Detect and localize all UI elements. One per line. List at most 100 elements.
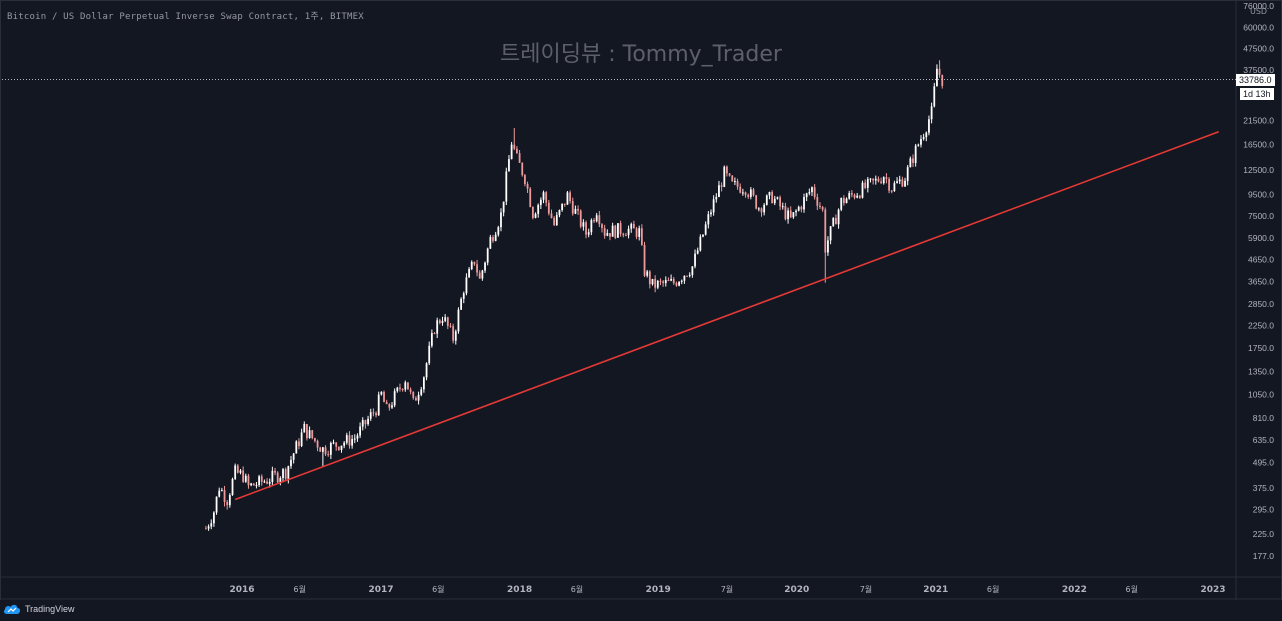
candle-body (539, 199, 542, 205)
candle-body (577, 208, 579, 211)
x-tick-label: 2018 (507, 585, 532, 595)
candle-body (861, 182, 864, 198)
candle-body (407, 382, 409, 390)
candle-body (837, 209, 840, 225)
y-tick-label: 1750.0 (1248, 343, 1274, 353)
candle-body (282, 469, 284, 478)
candle-body (941, 74, 944, 86)
candle-body (569, 192, 571, 202)
candle-body (388, 404, 391, 408)
candle-body (359, 426, 361, 436)
candle-body (850, 193, 853, 195)
tradingview-brand: TradingView (25, 604, 75, 614)
candle-body (606, 233, 609, 236)
candle-body (335, 442, 338, 447)
candle-body (555, 215, 558, 226)
candle-body (614, 225, 617, 238)
candle-body (744, 192, 747, 195)
candle-body (298, 441, 300, 447)
candle-body (715, 197, 718, 200)
candle-body (545, 192, 548, 203)
candle-body (797, 206, 800, 211)
candle-body (813, 187, 816, 198)
candle-body (260, 476, 263, 482)
candle-body (648, 271, 651, 285)
candle-body (550, 213, 553, 218)
candle-body (396, 387, 399, 392)
x-tick-label: 7월 (721, 584, 733, 594)
y-tick-label: 4650.0 (1248, 254, 1274, 264)
candle-body (768, 192, 771, 196)
candle-body (904, 180, 906, 187)
candle-body (848, 193, 851, 199)
candle-body (284, 469, 287, 479)
candle-body (489, 237, 492, 249)
candle-body (749, 189, 752, 197)
currency-unit-label[interactable]: USD (1250, 7, 1268, 16)
candle-body (585, 222, 587, 235)
current-price-tag: 33786.0 (1236, 73, 1275, 86)
tradingview-logo[interactable]: TradingView (3, 603, 75, 615)
candle-body (250, 483, 253, 486)
candle-body (906, 167, 909, 181)
candle-body (508, 159, 510, 172)
candle-body (258, 476, 260, 486)
candle-body (882, 177, 885, 184)
watermark: 트레이딩뷰 : Tommy_Trader (500, 42, 782, 67)
candle-body (824, 209, 827, 253)
candle-body (364, 420, 367, 425)
candle-body (210, 523, 213, 527)
candle-body (205, 528, 207, 530)
candle-body (321, 447, 324, 452)
y-tick-label: 2850.0 (1248, 299, 1274, 309)
candle-body (694, 253, 696, 267)
candle-body (654, 278, 657, 288)
candle-body (938, 68, 941, 75)
candle-body (547, 202, 550, 214)
candle-body (247, 475, 250, 486)
candle-body (659, 280, 662, 282)
candle-body (385, 402, 388, 405)
candle-body (590, 219, 593, 233)
candle-body (869, 178, 872, 180)
x-tick-label: 2020 (784, 585, 809, 595)
candle-body (314, 438, 316, 441)
candle-body (922, 137, 925, 140)
candle-body (792, 212, 795, 218)
candle-body (457, 309, 460, 332)
candle-body (290, 459, 292, 467)
candle-body (215, 496, 218, 513)
candle-body (609, 233, 611, 237)
candle-body (428, 345, 431, 364)
candle-body (736, 181, 739, 187)
candle-body (369, 412, 372, 419)
candle-body (444, 317, 447, 321)
y-tick-label: 47500.0 (1243, 44, 1274, 54)
candle-body (340, 445, 343, 451)
candle-body (877, 178, 880, 182)
candle-body (635, 228, 638, 237)
candle-body (409, 389, 412, 392)
candle-body (276, 472, 279, 483)
candle-body (622, 233, 625, 236)
candle-body (611, 225, 614, 237)
candle-body (436, 320, 439, 334)
candle-body (627, 228, 630, 236)
y-tick-label: 60000.0 (1243, 22, 1274, 32)
x-tick-label: 6월 (987, 584, 999, 594)
candle-body (266, 481, 268, 484)
x-tick-label: 2019 (646, 585, 671, 595)
candle-body (933, 86, 936, 107)
candle-body (430, 333, 433, 346)
y-tick-label: 225.0 (1253, 529, 1275, 539)
candle-body (579, 210, 582, 227)
y-tick-label: 635.0 (1253, 435, 1275, 445)
candle-body (776, 197, 779, 199)
candle-body (763, 204, 766, 213)
candle-body (702, 234, 704, 237)
candle-body (853, 194, 856, 198)
candle-body (510, 144, 513, 160)
candle-body (470, 261, 473, 270)
candle-body (375, 412, 377, 416)
